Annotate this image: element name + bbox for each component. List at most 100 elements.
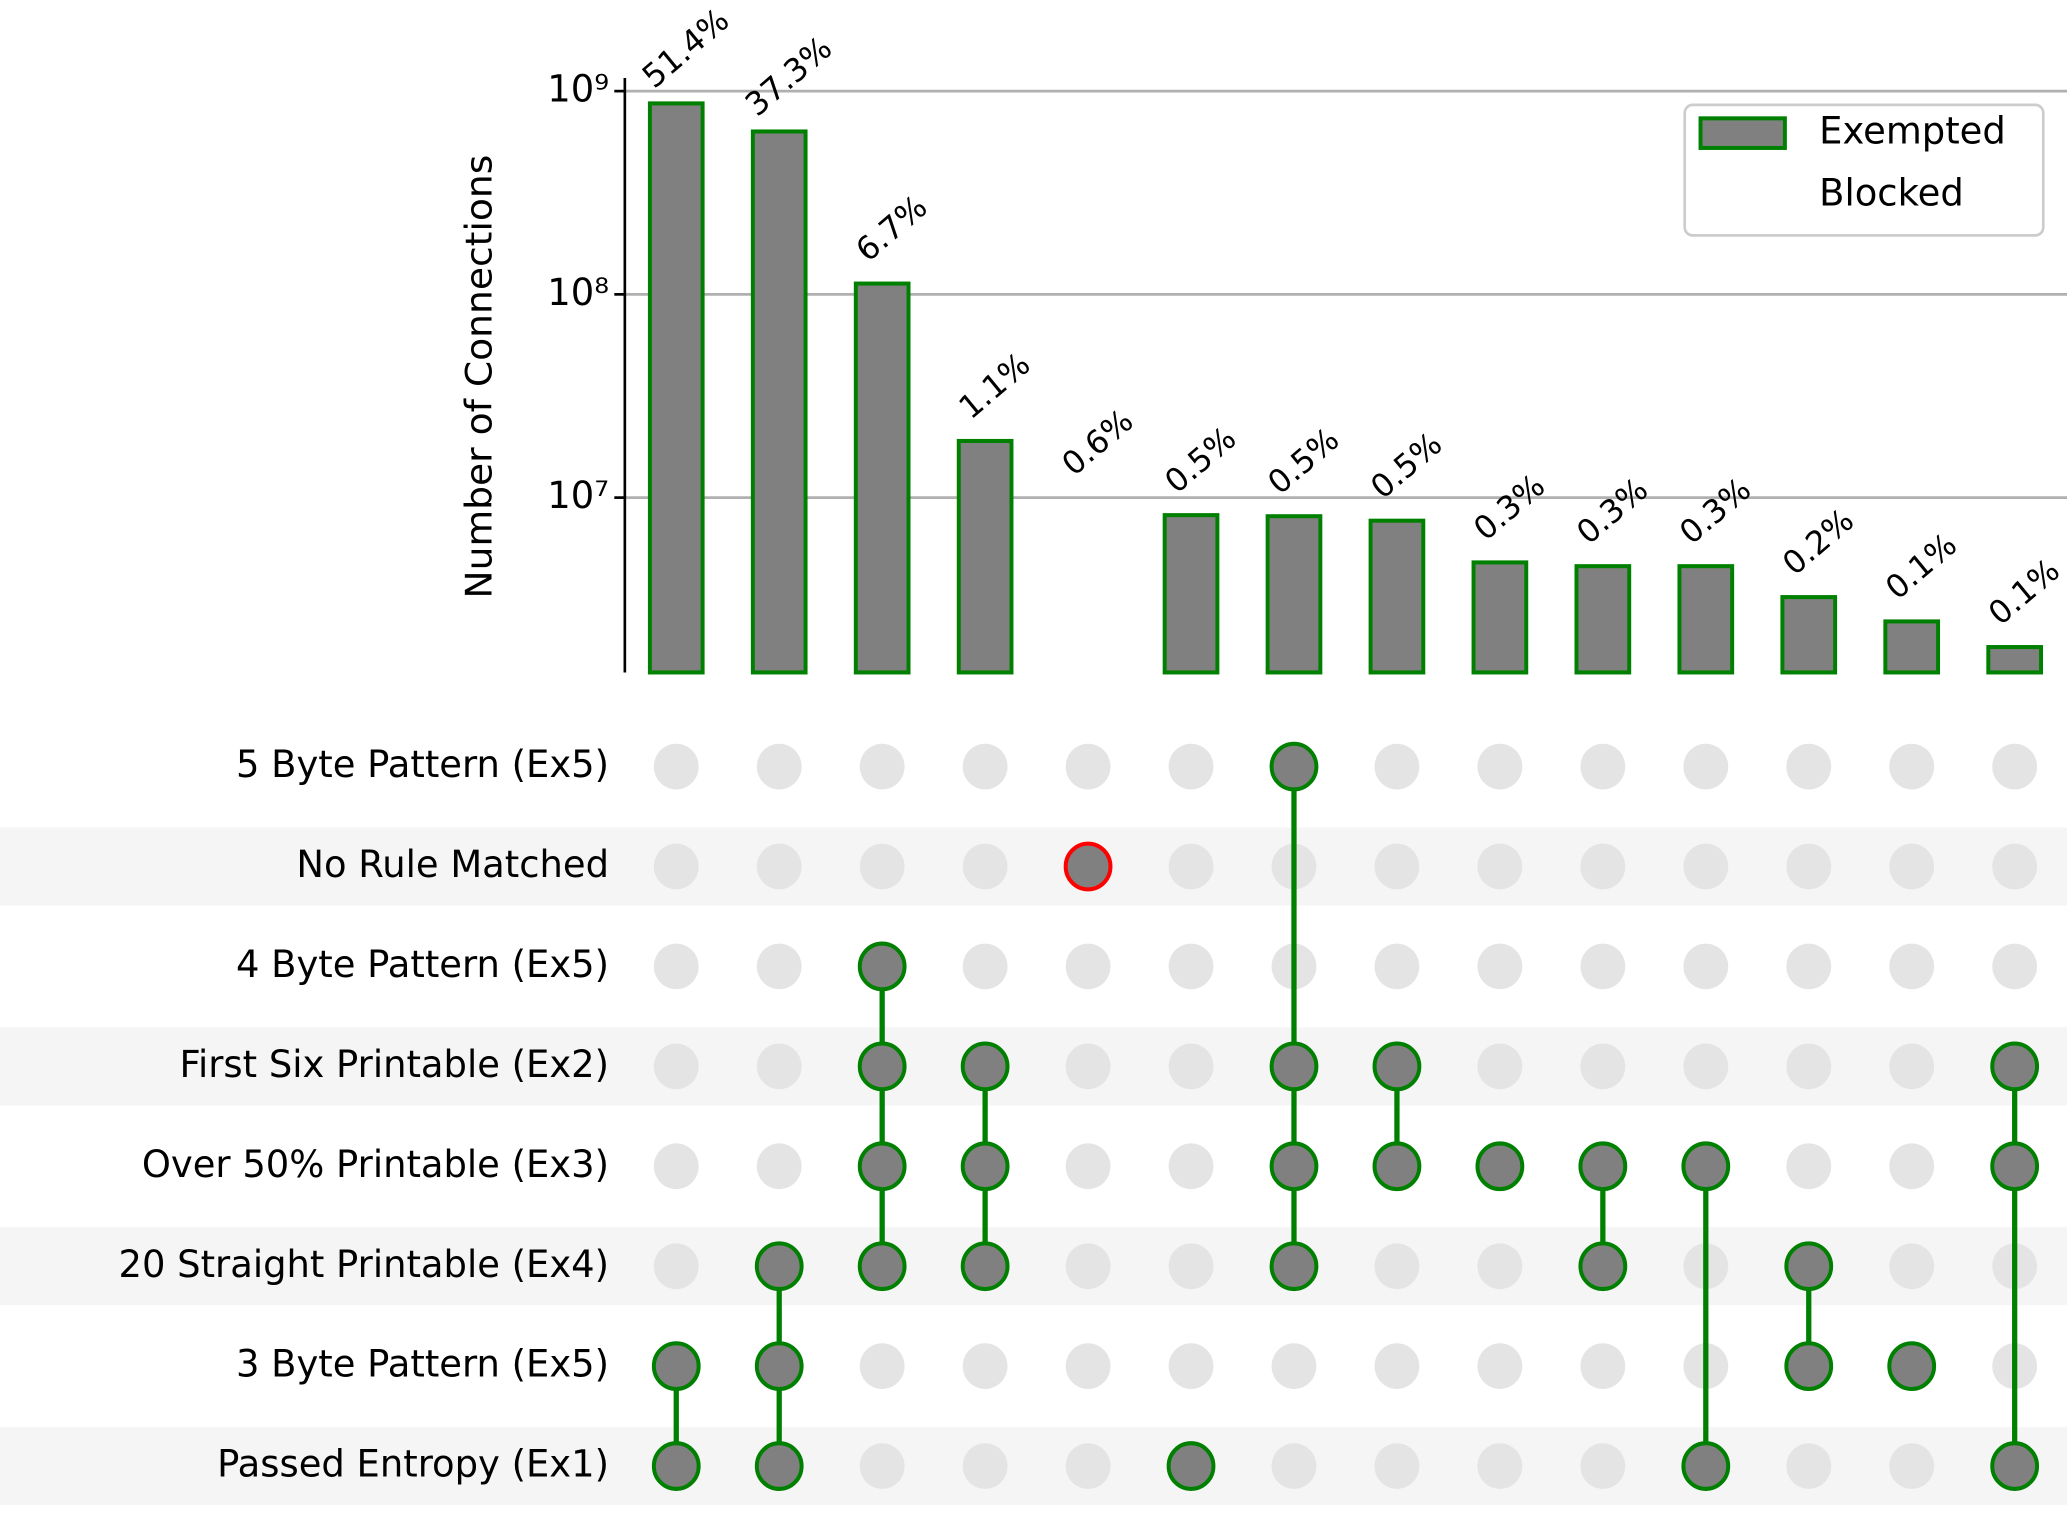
set-label: Passed Entropy (Ex1) (217, 1441, 609, 1485)
percent-label: 0.3% (1672, 470, 1758, 552)
percent-label: 0.3% (1569, 470, 1655, 552)
member-dot (651, 1341, 701, 1392)
member-dot (651, 1441, 701, 1491)
percent-label: 0.5% (1260, 420, 1346, 502)
empty-dot (1065, 743, 1111, 790)
percent-label: 0.2% (1775, 501, 1861, 583)
empty-dot (962, 743, 1008, 790)
empty-dot (1889, 1043, 1935, 1090)
empty-dot (1374, 1243, 1420, 1290)
empty-dot (653, 843, 699, 890)
percent-label: 0.6% (1054, 401, 1140, 483)
bar (1986, 645, 2044, 675)
empty-dot (1271, 1443, 1317, 1489)
empty-dot (1889, 743, 1935, 790)
empty-dot (859, 843, 905, 890)
empty-dot (1477, 743, 1523, 790)
empty-dot (1065, 1143, 1111, 1190)
member-dot (1063, 841, 1113, 892)
bar (956, 438, 1014, 675)
empty-dot (1786, 943, 1832, 990)
empty-dot (653, 1143, 699, 1190)
legend-swatch (1698, 116, 1787, 150)
empty-dot (1889, 1443, 1935, 1489)
empty-dot (1374, 1343, 1420, 1390)
set-label: No Rule Matched (296, 842, 609, 886)
empty-dot (1580, 843, 1626, 890)
y-tick-label: 10⁷ (547, 473, 609, 517)
empty-dot (1374, 843, 1420, 890)
legend-label: Exempted (1819, 108, 2006, 152)
empty-dot (1374, 943, 1420, 990)
percent-label: 0.5% (1363, 424, 1449, 506)
empty-dot (1580, 1443, 1626, 1489)
empty-dot (756, 1143, 802, 1190)
set-label: Over 50% Printable (Ex3) (142, 1142, 609, 1186)
member-dot (857, 1141, 907, 1192)
empty-dot (1889, 843, 1935, 890)
set-label: 20 Straight Printable (Ex4) (119, 1241, 610, 1285)
empty-dot (653, 943, 699, 990)
empty-dot (1786, 1143, 1832, 1190)
member-dot (1372, 1141, 1422, 1192)
set-label: First Six Printable (Ex2) (179, 1042, 609, 1086)
empty-dot (1271, 1343, 1317, 1390)
empty-dot (1065, 1443, 1111, 1489)
empty-dot (1477, 1243, 1523, 1290)
member-dot (960, 1141, 1010, 1192)
empty-dot (1580, 1043, 1626, 1090)
empty-dot (1786, 1443, 1832, 1489)
empty-dot (1786, 743, 1832, 790)
member-dot (1269, 1041, 1319, 1092)
percent-label: 0.1% (1878, 525, 1964, 607)
empty-dot (1168, 1343, 1214, 1390)
empty-dot (1889, 1243, 1935, 1290)
empty-dot (1992, 943, 2038, 990)
empty-dot (1065, 1343, 1111, 1390)
set-label: 5 Byte Pattern (Ex5) (236, 742, 609, 786)
empty-dot (756, 843, 802, 890)
empty-dot (1065, 943, 1111, 990)
percent-label: 0.5% (1157, 419, 1243, 501)
empty-dot (1580, 943, 1626, 990)
y-tick-label: 10⁸ (547, 270, 609, 314)
empty-dot (1580, 743, 1626, 790)
member-dot (1784, 1341, 1834, 1392)
bar (1368, 518, 1426, 675)
member-dot (754, 1341, 804, 1392)
empty-dot (653, 1243, 699, 1290)
member-dot (1166, 1441, 1216, 1491)
percent-label: 0.1% (1981, 551, 2067, 633)
empty-dot (1065, 1043, 1111, 1090)
empty-dot (1065, 1243, 1111, 1290)
empty-dot (1168, 1043, 1214, 1090)
member-dot (754, 1441, 804, 1491)
member-dot (960, 1041, 1010, 1092)
member-dot (1990, 1041, 2040, 1092)
empty-dot (962, 1443, 1008, 1489)
empty-dot (1477, 1343, 1523, 1390)
empty-dot (962, 1343, 1008, 1390)
empty-dot (859, 1343, 905, 1390)
bar (1574, 564, 1632, 675)
empty-dot (1374, 743, 1420, 790)
empty-dot (962, 843, 1008, 890)
set-label: 4 Byte Pattern (Ex5) (236, 942, 609, 986)
empty-dot (1683, 743, 1729, 790)
empty-dot (1992, 843, 2038, 890)
member-dot (1269, 741, 1319, 792)
empty-dot (1889, 1143, 1935, 1190)
empty-dot (1477, 943, 1523, 990)
empty-dot (1168, 1243, 1214, 1290)
legend-label: Blocked (1819, 170, 1964, 214)
bar (647, 101, 705, 675)
member-dot (1269, 1141, 1319, 1192)
empty-dot (1992, 743, 2038, 790)
percent-label: 1.1% (952, 345, 1038, 427)
empty-dot (1168, 743, 1214, 790)
member-dot (1990, 1141, 2040, 1192)
member-dot (1475, 1141, 1525, 1192)
bar (1062, 498, 1115, 673)
member-dot (1681, 1441, 1731, 1491)
